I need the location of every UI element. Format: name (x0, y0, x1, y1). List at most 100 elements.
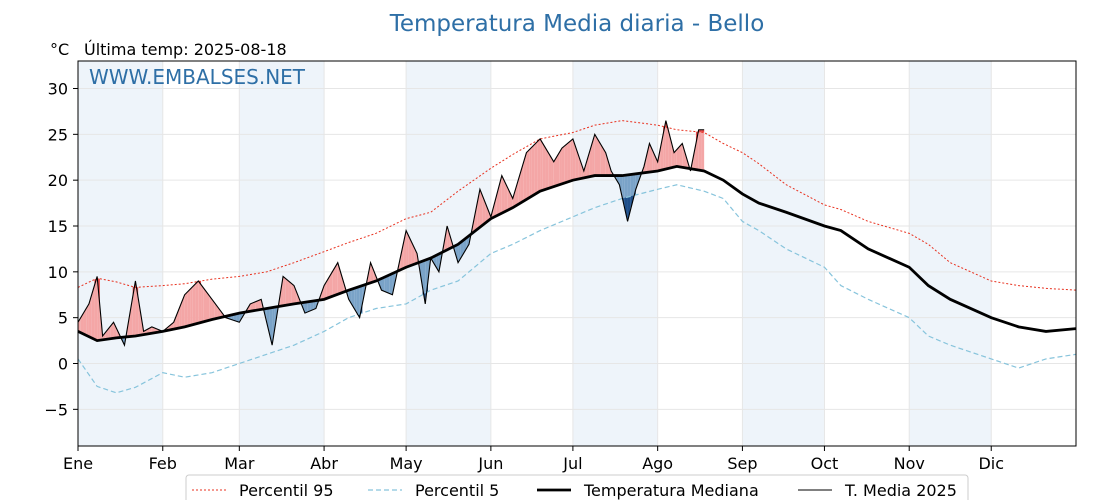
fill-above-median (515, 180, 519, 207)
fill-above-median (520, 161, 524, 203)
fill-above-median (695, 129, 699, 171)
last-temp-label: Última temp: 2025-08-18 (84, 40, 287, 59)
fill-below-median (272, 307, 275, 346)
fill-above-median (646, 143, 650, 173)
x-tick-label: Sep (727, 454, 757, 473)
fill-above-median (94, 276, 98, 341)
fill-above-median (291, 283, 295, 305)
fill-above-median (698, 129, 702, 171)
fill-above-median (649, 143, 653, 173)
fill-above-median (192, 283, 196, 325)
x-tick-label: Mar (224, 454, 255, 473)
y-tick-label: 10 (48, 263, 68, 282)
plot-frame (77, 60, 1077, 447)
p95-line (77, 120, 1077, 291)
fill-above-median (214, 303, 218, 319)
fill-above-median (447, 226, 450, 250)
fill-above-median (660, 134, 664, 171)
fill-above-median (285, 278, 289, 306)
month-band (406, 61, 491, 446)
fill-below-median (633, 173, 636, 201)
fill-above-median (408, 236, 412, 267)
x-tick-label: Feb (149, 454, 177, 473)
fill-above-median (173, 315, 177, 330)
fill-above-median (203, 288, 207, 322)
fill-above-median (605, 152, 609, 176)
median-line (77, 164, 1077, 343)
fill-below-median (384, 276, 387, 293)
fill-above-median (105, 329, 109, 340)
fill-below-median (635, 173, 639, 190)
fill-above-median (553, 157, 557, 187)
x-tick-label: Dic (978, 454, 1004, 473)
month-band (572, 61, 658, 446)
x-tick-label: Nov (894, 454, 925, 473)
fill-below-median (239, 312, 243, 323)
fill-below-median (304, 301, 308, 314)
fill-above-median (250, 302, 253, 312)
fill-above-median (406, 230, 409, 268)
fill-below-median (616, 175, 620, 185)
fill-above-median (594, 134, 598, 176)
fill-above-median (531, 144, 535, 197)
fill-below-median (313, 300, 316, 310)
fill-above-median (88, 294, 92, 338)
fill-above-median (329, 271, 333, 298)
p5-line (77, 184, 1077, 394)
watermark: WWW.EMBALSES.NET (89, 65, 306, 89)
fill-above-median (400, 243, 404, 270)
fill-above-median (258, 299, 262, 310)
fill-above-median (654, 155, 658, 172)
fill-above-median (403, 230, 407, 269)
y-tick-label: −5 (44, 400, 68, 419)
legend: Percentil 95 Percentil 5 Temperatura Media… (185, 474, 969, 500)
fill-above-median (190, 286, 193, 326)
fill-above-median (113, 322, 117, 339)
fill-above-median (581, 162, 584, 179)
fill-above-median (332, 267, 336, 297)
fill-above-median (91, 285, 95, 340)
fill-above-median (83, 308, 87, 336)
fill-above-median (340, 271, 344, 294)
fill-above-median (211, 299, 215, 320)
fill-above-median (600, 143, 603, 176)
fill-above-median (578, 154, 582, 180)
y-tick-label: 25 (48, 125, 68, 144)
legend-year-2025-label: T. Media 2025 (844, 481, 957, 500)
fill-above-median (504, 181, 508, 212)
fill-above-median (551, 157, 554, 188)
fill-above-median (561, 145, 565, 184)
fill-above-median (181, 294, 185, 328)
fill-above-median (335, 262, 338, 296)
fill-above-median (602, 148, 606, 176)
fill-above-median (496, 185, 500, 216)
fill-above-median (676, 146, 680, 167)
fill-below-median (307, 301, 311, 312)
x-tick-label: Jun (477, 454, 503, 473)
fill-above-median (195, 281, 199, 324)
fill-above-median (288, 281, 292, 305)
fill-above-median (510, 192, 513, 210)
fill-above-median (129, 297, 133, 337)
fill-above-median (485, 203, 489, 223)
fill-above-median (324, 281, 327, 300)
fill-above-median (176, 308, 180, 329)
fill-above-median (474, 203, 478, 232)
fill-above-median (559, 148, 562, 185)
fill-above-median (97, 276, 100, 341)
fill-above-median (679, 143, 683, 168)
fill-below-median (386, 274, 390, 294)
fill-below-median (458, 242, 461, 263)
fill-above-median (479, 189, 483, 228)
y-tick-label: 0 (58, 355, 68, 374)
fill-above-median (201, 284, 204, 323)
fill-above-median (540, 138, 543, 192)
fill-above-median (665, 120, 669, 170)
fill-below-median (236, 313, 240, 323)
fill-above-median (674, 149, 677, 168)
x-tick-label: Jul (562, 454, 582, 473)
fill-above-median (493, 196, 497, 218)
month-band (239, 61, 325, 446)
fill-below-median (354, 287, 357, 314)
